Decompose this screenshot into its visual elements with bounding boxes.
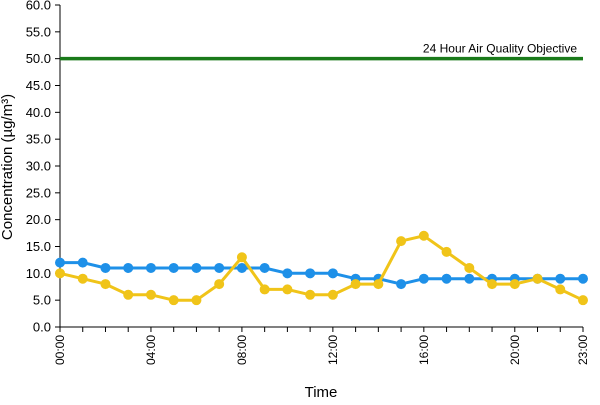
data-point (373, 279, 384, 290)
x-tick-label: 23:00 (576, 335, 590, 365)
data-point (77, 273, 88, 284)
data-point (487, 279, 498, 290)
y-tick-label: 30.0 (26, 159, 51, 174)
y-tick-label: 50.0 (26, 51, 51, 66)
data-point (578, 273, 588, 284)
series-layer (55, 230, 588, 306)
data-point (305, 289, 316, 300)
y-tick-label: 55.0 (26, 24, 51, 39)
data-point (145, 262, 156, 273)
x-tick-label: 04:00 (144, 335, 158, 365)
data-point (555, 273, 566, 284)
data-point (55, 268, 65, 279)
data-point (168, 295, 179, 306)
data-point (532, 273, 543, 284)
data-point (418, 230, 429, 241)
data-point (464, 273, 475, 284)
air-quality-objective-label: 24 Hour Air Quality Objective (423, 42, 577, 56)
data-point (441, 246, 452, 257)
data-point (464, 262, 475, 273)
data-point (55, 257, 65, 268)
data-point (259, 284, 270, 295)
data-point (77, 257, 88, 268)
data-point (168, 262, 179, 273)
series-2 (55, 230, 588, 306)
data-point (236, 262, 247, 273)
data-point (123, 289, 134, 300)
y-tick-label: 25.0 (26, 185, 51, 200)
data-point (259, 262, 270, 273)
y-tick-label: 60.0 (26, 0, 51, 13)
data-point (100, 262, 111, 273)
y-tick-label: 35.0 (26, 132, 51, 147)
x-tick-label: 16:00 (417, 335, 431, 365)
data-point (191, 295, 202, 306)
data-point (305, 268, 316, 279)
data-point (396, 279, 407, 290)
x-axis-ticks: 00:00 04:00 08:00 12:00 16:00 20:00 23:00 (53, 327, 590, 365)
data-point (418, 273, 429, 284)
y-tick-label: 0.0 (33, 320, 51, 335)
data-point (214, 279, 225, 290)
y-tick-label: 20.0 (26, 212, 51, 227)
y-tick-label: 45.0 (26, 78, 51, 93)
y-tick-label: 10.0 (26, 266, 51, 281)
series-1 (55, 257, 588, 290)
x-tick-label: 08:00 (235, 335, 249, 365)
y-axis-ticks: 0.0 5.0 10.0 15.0 20.0 25.0 30.0 35.0 40.0 45.0 50… (26, 0, 60, 335)
x-axis-title: Time (305, 384, 338, 400)
data-point (282, 284, 293, 295)
data-point (350, 279, 361, 290)
x-tick-label: 00:00 (53, 335, 67, 365)
x-tick-label: 12:00 (326, 335, 340, 365)
data-point (441, 273, 452, 284)
data-point (191, 262, 202, 273)
y-tick-label: 40.0 (26, 105, 51, 120)
data-point (145, 289, 156, 300)
data-point (509, 279, 520, 290)
data-point (327, 268, 338, 279)
reference-line-layer: 24 Hour Air Quality Objective (60, 42, 583, 61)
series-line (60, 261, 583, 286)
data-point (282, 268, 293, 279)
y-tick-label: 15.0 (26, 239, 51, 254)
data-point (555, 284, 566, 295)
data-point (327, 289, 338, 300)
data-point (100, 279, 111, 290)
data-point (236, 252, 247, 263)
y-axis-title: Concentration (µg/m³) (0, 94, 16, 240)
x-tick-label: 20:00 (508, 335, 522, 365)
y-tick-label: 5.0 (33, 293, 51, 308)
data-point (578, 295, 588, 306)
data-point (396, 236, 407, 247)
data-point (123, 262, 134, 273)
data-point (214, 262, 225, 273)
